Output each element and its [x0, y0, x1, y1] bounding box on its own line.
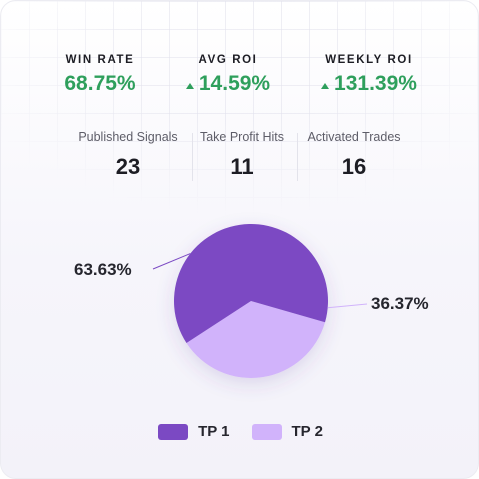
- legend-label-tp1: TP 1: [198, 423, 230, 440]
- pie-slice-tp2[interactable]: [186, 301, 326, 379]
- chart-legend: TP 1 TP 2: [1, 423, 478, 441]
- stat-take-profit-hits-value: 11: [230, 154, 254, 179]
- kpi-win-rate-value: 68.75%: [64, 72, 136, 95]
- leader-line-tp1: [152, 253, 191, 270]
- triangle-up-icon: [321, 83, 330, 89]
- stat-published-signals-value: 23: [115, 154, 141, 179]
- legend-item-tp2[interactable]: TP 2: [251, 423, 323, 441]
- kpi-weekly-roi-label: WEEKLY ROI: [325, 54, 413, 66]
- triangle-up-icon: [185, 83, 194, 89]
- kpi-win-rate: WIN RATE 68.75%: [41, 53, 159, 97]
- stat-divider: [192, 133, 193, 181]
- pie-leaders: [152, 253, 368, 309]
- leader-line-tp2: [327, 303, 368, 309]
- kpi-weekly-roi: WEEKLY ROI 131.39%: [303, 53, 435, 97]
- stat-activated-trades-label: Activated Trades: [307, 130, 401, 144]
- stat-take-profit-hits: Take Profit Hits 11: [193, 130, 291, 180]
- kpi-weekly-roi-value: 131.39%: [303, 71, 435, 97]
- stat-activated-trades: Activated Trades 16: [299, 130, 409, 180]
- stat-published-signals: Published Signals 23: [73, 130, 183, 180]
- kpi-avg-roi: AVG ROI 14.59%: [169, 53, 287, 97]
- slice-label-tp2: 36.37%: [371, 294, 429, 313]
- stat-published-signals-label: Published Signals: [78, 130, 178, 144]
- grid-background: [1, 1, 478, 231]
- kpi-avg-roi-label: AVG ROI: [198, 54, 258, 66]
- kpi-avg-roi-value: 14.59%: [169, 71, 287, 97]
- slice-label-tp1: 63.63%: [74, 260, 132, 279]
- legend-item-tp1[interactable]: TP 1: [158, 423, 230, 441]
- pie-slice-tp1[interactable]: [174, 224, 329, 344]
- stat-divider: [297, 133, 298, 181]
- pie-slices: [174, 224, 329, 379]
- stat-activated-trades-value: 16: [341, 154, 367, 179]
- legend-swatch-tp2: [251, 424, 282, 440]
- legend-swatch-tp1: [158, 424, 189, 440]
- stat-take-profit-hits-label: Take Profit Hits: [199, 130, 285, 144]
- kpi-win-rate-label: WIN RATE: [65, 54, 135, 66]
- legend-label-tp2: TP 2: [291, 423, 323, 440]
